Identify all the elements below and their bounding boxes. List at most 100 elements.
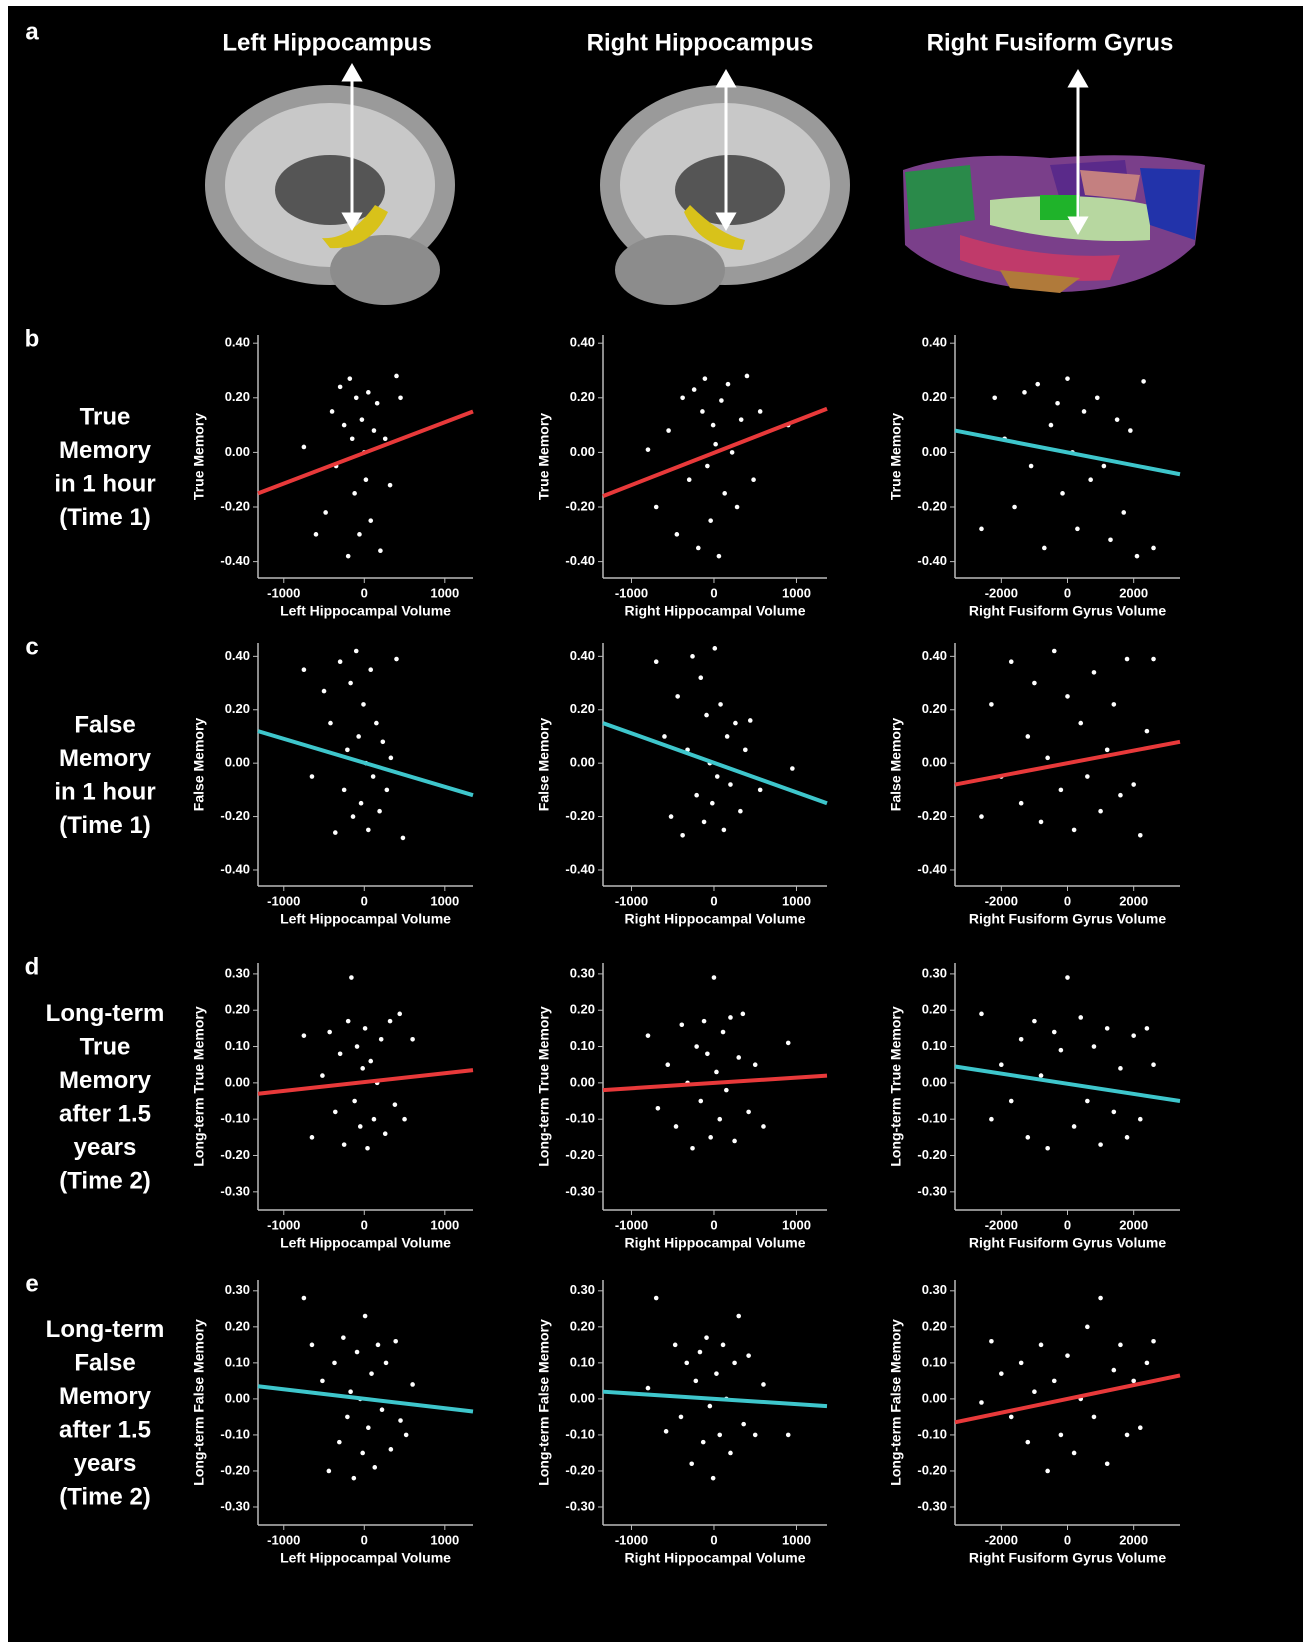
x-tick-label: -1000: [615, 585, 648, 600]
data-point: [714, 1371, 719, 1376]
data-point: [1131, 1379, 1136, 1384]
data-point: [1019, 1361, 1024, 1366]
y-tick-label: -0.20: [220, 1147, 250, 1162]
data-point: [404, 1433, 409, 1438]
data-point: [989, 1339, 994, 1344]
x-tick-label: -1000: [267, 1217, 300, 1232]
data-point: [1138, 1117, 1143, 1122]
data-point: [715, 774, 720, 779]
data-point: [345, 748, 350, 753]
data-point: [1151, 546, 1156, 551]
data-point: [302, 667, 307, 672]
data-point: [1118, 1343, 1123, 1348]
data-point: [680, 833, 685, 838]
data-point: [1141, 379, 1146, 384]
y-tick-label: 0.20: [570, 389, 595, 404]
y-tick-label: 0.20: [922, 1002, 947, 1017]
data-point: [679, 1022, 684, 1027]
row-letter: b: [25, 325, 40, 352]
data-point: [302, 445, 307, 450]
data-point: [374, 721, 379, 726]
y-tick-label: -0.40: [917, 553, 947, 568]
data-point: [710, 801, 715, 806]
data-point: [322, 689, 327, 694]
data-point: [355, 1350, 360, 1355]
x-tick-label: 2000: [1119, 1217, 1148, 1232]
data-point: [999, 1062, 1004, 1067]
row-title: years: [74, 1134, 137, 1161]
data-point: [743, 748, 748, 753]
data-point: [665, 1062, 670, 1067]
data-point: [1108, 537, 1113, 542]
data-point: [786, 1433, 791, 1438]
data-point: [341, 1335, 346, 1340]
y-tick-label: 0.00: [225, 444, 250, 459]
row-title: Memory: [59, 1067, 152, 1094]
data-point: [1098, 1296, 1103, 1301]
data-point: [656, 1106, 661, 1111]
x-tick-label: 0: [710, 1217, 717, 1232]
data-point: [359, 801, 364, 806]
data-point: [1065, 694, 1070, 699]
data-point: [369, 1371, 374, 1376]
data-point: [346, 1019, 351, 1024]
data-point: [376, 1343, 381, 1348]
data-point: [1060, 491, 1065, 496]
data-point: [360, 417, 365, 422]
data-point: [1072, 1451, 1077, 1456]
x-tick-label: 0: [1064, 585, 1071, 600]
data-point: [758, 788, 763, 793]
row-title: Memory: [59, 745, 152, 772]
data-point: [302, 1296, 307, 1301]
y-tick-label: -0.30: [220, 1498, 250, 1513]
data-point: [1042, 546, 1047, 551]
data-point: [717, 554, 722, 559]
data-point: [323, 510, 328, 515]
y-tick-label: 0.10: [922, 1038, 947, 1053]
data-point: [1151, 657, 1156, 662]
row-title: True: [80, 1034, 131, 1061]
data-point: [1052, 1379, 1057, 1384]
data-point: [726, 382, 731, 387]
data-point: [701, 1440, 706, 1445]
data-point: [719, 398, 724, 403]
figure: a Left Hippocampus Right Hippocampus Rig…: [0, 0, 1309, 1644]
y-tick-label: 0.00: [570, 1074, 595, 1089]
data-point: [732, 1139, 737, 1144]
data-point: [364, 477, 369, 482]
data-point: [398, 395, 403, 400]
x-tick-label: 1000: [782, 1217, 811, 1232]
data-point: [401, 836, 406, 841]
data-point: [342, 788, 347, 793]
data-point: [721, 1343, 726, 1348]
data-point: [736, 1055, 741, 1060]
data-point: [694, 1044, 699, 1049]
data-point: [355, 1044, 360, 1049]
data-point: [354, 395, 359, 400]
x-tick-label: -1000: [267, 893, 300, 908]
data-point: [1131, 1033, 1136, 1038]
y-tick-label: 0.20: [225, 701, 250, 716]
data-point: [1145, 1026, 1150, 1031]
data-point: [1112, 1368, 1117, 1373]
y-tick-label: -0.20: [917, 1147, 947, 1162]
x-tick-label: -1000: [267, 585, 300, 600]
data-point: [1125, 1135, 1130, 1140]
data-point: [1088, 477, 1093, 482]
data-point: [646, 1386, 651, 1391]
y-tick-label: 0.00: [570, 444, 595, 459]
data-point: [394, 374, 399, 379]
data-point: [1118, 1066, 1123, 1071]
data-point: [722, 828, 727, 833]
data-point: [348, 681, 353, 686]
y-axis-label: True Memory: [536, 413, 552, 500]
data-point: [1145, 729, 1150, 734]
data-point: [363, 1026, 368, 1031]
data-point: [332, 1361, 337, 1366]
data-point: [342, 423, 347, 428]
y-tick-label: 0.20: [570, 1002, 595, 1017]
y-tick-label: 0.30: [225, 1282, 250, 1297]
y-tick-label: -0.20: [565, 808, 595, 823]
y-tick-label: -0.30: [917, 1498, 947, 1513]
data-point: [1025, 1135, 1030, 1140]
